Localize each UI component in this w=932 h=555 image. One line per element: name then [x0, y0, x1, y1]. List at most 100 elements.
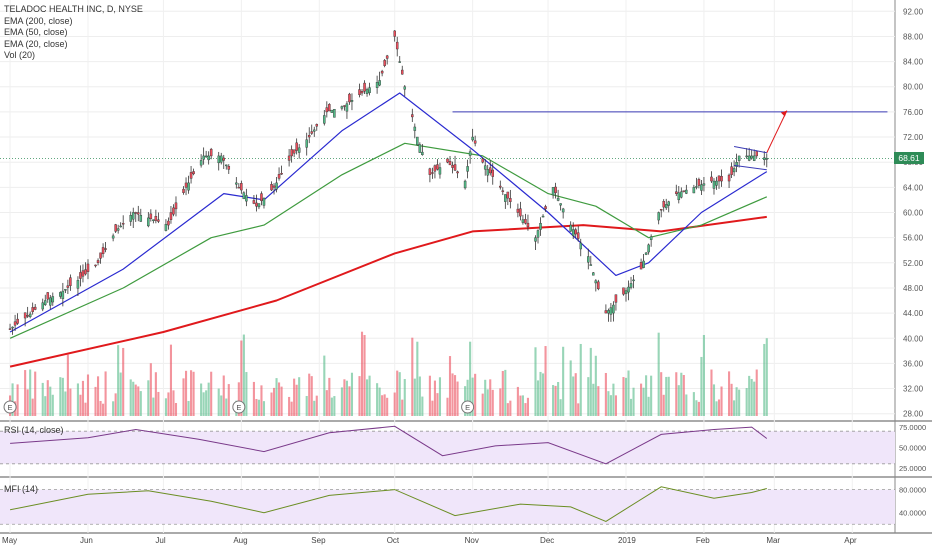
candle-body	[222, 157, 226, 161]
volume-bar	[66, 354, 69, 416]
mfi-pane-label[interactable]: MFI (14)	[4, 484, 39, 494]
candle-body	[255, 202, 258, 207]
volume-bar	[733, 400, 736, 416]
candle-body	[169, 212, 173, 220]
volume-bar	[96, 376, 100, 416]
candle-body	[272, 185, 276, 188]
candle-body	[192, 171, 195, 175]
rsi-line	[10, 425, 768, 465]
volume-bar	[569, 360, 572, 416]
legend-title[interactable]: TELADOC HEALTH INC, D, NYSE	[4, 4, 143, 14]
volume-bar	[504, 369, 507, 416]
earnings-marker-label: E	[8, 403, 13, 412]
volume-bar	[340, 387, 343, 416]
legend-volume[interactable]: Vol (20)	[4, 50, 36, 60]
volume-bar	[700, 356, 703, 416]
candle-body	[167, 220, 170, 226]
volume-bar	[348, 386, 351, 416]
candle-body	[416, 136, 419, 146]
price-tick-label: 60.00	[903, 209, 924, 218]
volume-bar	[345, 380, 348, 416]
volume-bar	[210, 371, 213, 416]
candle-body	[592, 272, 595, 276]
candle-body	[544, 206, 547, 210]
volume-bar	[272, 387, 276, 416]
candle-body	[313, 129, 316, 132]
volume-bar	[117, 345, 120, 416]
candle-body	[363, 82, 366, 92]
price-tick-label: 56.00	[903, 234, 924, 243]
legend-ema50[interactable]: EMA (50, close)	[4, 27, 68, 37]
earnings-marker-label: E	[465, 403, 470, 412]
candle-body	[431, 172, 434, 174]
volume-bar	[677, 385, 680, 416]
price-tick-label: 48.00	[903, 284, 924, 293]
volume-bar	[438, 377, 442, 416]
candle-body	[219, 155, 223, 163]
volume-bar	[41, 382, 44, 416]
volume-bar	[604, 372, 607, 416]
channel-lower-line	[734, 164, 767, 171]
candle-body	[11, 326, 14, 329]
volume-bar	[182, 378, 185, 416]
volume-bar	[237, 382, 240, 416]
candle-body	[297, 147, 301, 153]
price-tick-label: 72.00	[903, 133, 924, 142]
time-tick-label: Feb	[696, 536, 710, 545]
candle-body	[664, 204, 668, 209]
candle-body	[310, 131, 313, 134]
candle-body	[680, 191, 683, 198]
price-tick-label: 84.00	[903, 58, 924, 67]
volume-bar	[562, 346, 565, 416]
candle-body	[292, 149, 296, 154]
volume-bar	[104, 371, 107, 416]
candle-body	[307, 134, 311, 138]
candle-body	[569, 224, 572, 232]
candle-body	[99, 252, 102, 259]
volume-bar	[64, 391, 67, 416]
volume-bar	[695, 400, 698, 416]
candle-body	[411, 114, 414, 118]
candle-body	[277, 174, 281, 179]
legend-ema20[interactable]: EMA (20, close)	[4, 38, 68, 49]
volume-bar	[554, 385, 557, 416]
candle-body	[499, 185, 502, 188]
volume-bar	[614, 395, 617, 416]
volume-bar	[154, 372, 157, 416]
rsi-pane-label[interactable]: RSI (14, close)	[4, 425, 64, 435]
volume-bar	[190, 370, 193, 416]
price-tick-label: 52.00	[903, 259, 924, 268]
volume-bar	[524, 403, 527, 416]
volume-bar	[330, 397, 333, 416]
rsi-tick-label: 25.0000	[899, 464, 926, 473]
volume-bar	[174, 402, 178, 416]
ema50-line	[9, 142, 768, 339]
candle-body	[710, 176, 713, 182]
volume-bar	[51, 394, 54, 416]
candle-body	[597, 281, 600, 290]
volume-bar	[187, 400, 190, 416]
candle-body	[280, 173, 283, 175]
candle-body	[647, 244, 650, 253]
candle-body	[675, 191, 678, 194]
volume-bar	[207, 382, 210, 416]
candle-body	[657, 212, 660, 221]
candle-body	[730, 166, 733, 175]
candle-body	[627, 286, 630, 293]
volume-bar	[86, 374, 90, 416]
candle-body	[398, 61, 401, 63]
volume-bar	[365, 379, 369, 416]
volume-bar	[516, 386, 519, 416]
volume-bar	[132, 381, 135, 416]
candle-body	[448, 160, 452, 166]
volume-bar	[594, 355, 597, 416]
candle-body	[49, 297, 52, 306]
volume-bar	[735, 387, 738, 416]
legend-ema200[interactable]: EMA (200, close)	[4, 15, 73, 26]
candle-body	[245, 195, 248, 202]
volume-bar	[717, 399, 721, 416]
candle-body	[639, 262, 643, 270]
candle-body	[642, 260, 645, 268]
